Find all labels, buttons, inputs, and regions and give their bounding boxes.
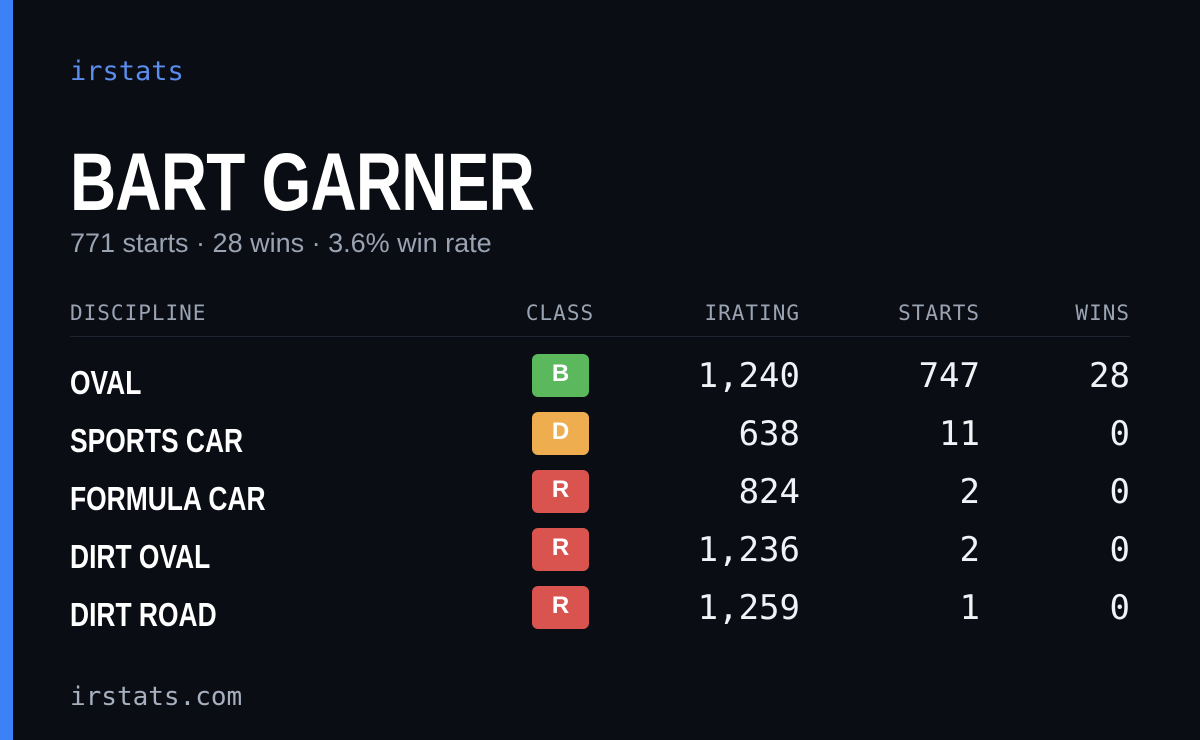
brand: irstats <box>70 56 184 87</box>
irating: 824 <box>738 472 800 512</box>
accent-bar <box>0 0 13 740</box>
irating: 1,240 <box>697 356 800 396</box>
wins: 0 <box>1109 414 1130 454</box>
wins: 0 <box>1109 530 1130 570</box>
class-badge: R <box>532 528 589 571</box>
column-header: WINS <box>1075 301 1130 325</box>
class-badge: B <box>532 354 589 397</box>
irating: 1,236 <box>697 530 800 570</box>
starts: 1 <box>959 588 980 628</box>
discipline: DIRT OVAL <box>70 538 211 575</box>
wins: 28 <box>1089 356 1130 396</box>
column-header: CLASS <box>525 301 595 325</box>
wins: 0 <box>1109 588 1130 628</box>
starts: 2 <box>959 472 980 512</box>
class-badge: R <box>532 586 589 629</box>
discipline: DIRT ROAD <box>70 596 217 633</box>
starts: 747 <box>918 356 980 396</box>
discipline: SPORTS CAR <box>70 422 244 459</box>
footer: irstats.com <box>70 682 243 712</box>
irating: 638 <box>738 414 800 454</box>
discipline: OVAL <box>70 364 142 401</box>
starts: 2 <box>959 530 980 570</box>
class-badge: R <box>532 470 589 513</box>
irating: 1,259 <box>697 588 800 628</box>
class-badge: D <box>532 412 589 455</box>
wins: 0 <box>1109 472 1130 512</box>
header-rule <box>70 336 1130 337</box>
column-header: STARTS <box>898 301 980 325</box>
starts: 11 <box>939 414 980 454</box>
driver-name: BART GARNER <box>70 137 535 228</box>
column-header: IRATING <box>704 301 800 325</box>
discipline: FORMULA CAR <box>70 480 266 517</box>
driver-summary: 771 starts · 28 wins · 3.6% win rate <box>70 228 492 258</box>
column-header: DISCIPLINE <box>70 301 207 325</box>
